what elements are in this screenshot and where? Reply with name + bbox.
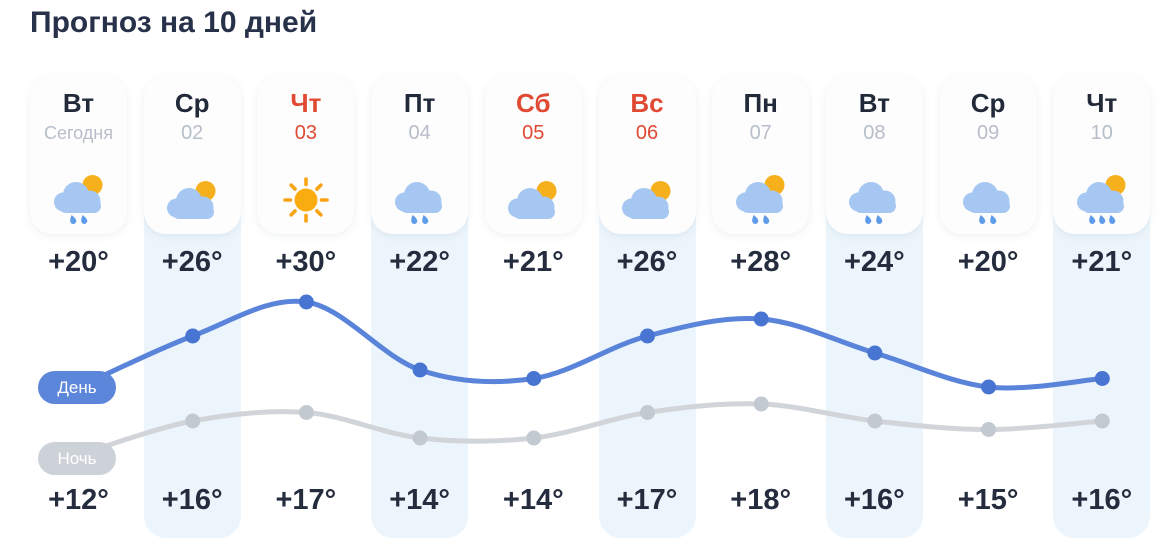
day-temperature: +20° — [957, 246, 1019, 278]
night-point — [298, 405, 314, 420]
day-point — [1094, 371, 1110, 386]
day-card: Вт Сегодня — [30, 76, 127, 234]
cloud-sun-icon — [160, 174, 224, 226]
day-point — [412, 362, 428, 378]
day-date: 04 — [408, 122, 431, 144]
rain-sun-icon — [47, 174, 111, 226]
day-name: Сб — [516, 88, 551, 118]
temperature-chart — [71, 294, 1110, 463]
day-date: 03 — [294, 122, 318, 144]
day-temperature: +26° — [616, 246, 678, 278]
day-date: Сегодня — [44, 123, 113, 143]
day-date: 10 — [1090, 122, 1113, 144]
night-temperature: +16° — [161, 484, 223, 516]
day-date: 09 — [976, 122, 1000, 144]
day-date: 08 — [863, 122, 886, 144]
day-column-3[interactable]: Чт 03 +30° +17° — [257, 76, 355, 546]
night-point — [185, 413, 201, 429]
night-temperature: +14° — [389, 484, 450, 516]
day-column-9[interactable]: Ср 09 +20° +15° — [939, 76, 1037, 546]
day-card: Чт 10 — [1053, 76, 1151, 234]
night-point — [753, 396, 769, 412]
legend-day-pill: День — [38, 371, 116, 404]
day-temperature: +30° — [275, 246, 337, 278]
day-card: Ср 02 — [143, 76, 241, 234]
night-point — [867, 413, 883, 429]
night-temperature: +16° — [1071, 484, 1133, 516]
day-column-5[interactable]: Сб 05 +21° +14° — [484, 76, 582, 546]
rain-sun-icon — [729, 174, 793, 226]
cloud-sun-icon — [501, 174, 565, 226]
day-point — [640, 328, 655, 344]
sun-icon — [274, 174, 338, 226]
day-name: Пн — [743, 88, 778, 118]
day-line — [76, 298, 1105, 391]
day-name: Пт — [403, 88, 436, 118]
night-line — [76, 401, 1105, 458]
rain-icon — [842, 174, 906, 226]
day-column-4[interactable]: Пт 04 +22° +14° — [371, 76, 469, 546]
day-column-8[interactable]: Вт 08 +24° +16° — [825, 76, 923, 546]
day-point — [753, 311, 769, 327]
day-temperature: +24° — [843, 246, 905, 278]
day-column-6[interactable]: Вс 06 +26° +17° — [598, 76, 696, 546]
day-date: 06 — [635, 122, 659, 144]
night-temperature: +12° — [48, 484, 109, 516]
night-point — [526, 430, 542, 446]
day-name: Вс — [630, 88, 664, 118]
day-temperature: +21° — [502, 246, 564, 278]
day-card: Сб 05 — [484, 76, 582, 234]
rain-sun-3-icon — [1070, 174, 1134, 226]
night-temperature: +17° — [616, 484, 678, 516]
night-point — [412, 430, 428, 446]
day-card: Пн 07 — [712, 76, 810, 234]
day-column-1[interactable]: Вт Сегодня +20° +12° — [30, 76, 127, 546]
day-name: Чт — [1086, 88, 1118, 118]
day-name: Вт — [858, 88, 890, 118]
page-title: Прогноз на 10 дней — [30, 6, 318, 39]
night-temperature: +18° — [730, 484, 792, 516]
day-column-10[interactable]: Чт 10 +21° +16° — [1053, 76, 1151, 546]
night-temperature: +15° — [957, 484, 1019, 516]
day-date: 07 — [749, 122, 772, 144]
day-name: Вт — [62, 88, 95, 118]
day-name: Ср — [174, 88, 210, 118]
day-card: Вт 08 — [825, 76, 923, 234]
day-card: Чт 03 — [257, 76, 355, 234]
cloud-sun-icon — [615, 174, 679, 226]
day-temperature: +20° — [48, 246, 109, 278]
legend-night-pill: Ночь — [38, 442, 116, 475]
day-temperature: +21° — [1071, 246, 1133, 278]
day-column-2[interactable]: Ср 02 +26° +16° — [143, 76, 241, 546]
day-point — [185, 328, 201, 344]
day-name: Ср — [970, 88, 1006, 118]
day-point — [526, 371, 542, 386]
day-card: Ср 09 — [939, 76, 1037, 234]
day-column-7[interactable]: Пн 07 +28° +18° — [712, 76, 810, 546]
day-temperature: +28° — [730, 246, 792, 278]
night-point — [981, 422, 997, 437]
day-temperature: +22° — [389, 246, 450, 278]
day-card: Вс 06 — [598, 76, 696, 234]
day-card: Пт 04 — [371, 76, 469, 234]
night-point — [1094, 413, 1110, 429]
day-date: 02 — [181, 122, 204, 144]
day-point — [867, 345, 883, 361]
night-temperature: +16° — [843, 484, 905, 516]
night-temperature: +17° — [275, 484, 337, 516]
night-point — [640, 405, 655, 420]
day-name: Чт — [290, 88, 322, 118]
rain-icon — [388, 174, 452, 226]
day-point — [298, 294, 314, 310]
day-date: 05 — [522, 122, 545, 144]
day-temperature: +26° — [161, 246, 223, 278]
day-point — [981, 379, 997, 395]
night-temperature: +14° — [502, 484, 564, 516]
rain-icon — [956, 174, 1020, 226]
